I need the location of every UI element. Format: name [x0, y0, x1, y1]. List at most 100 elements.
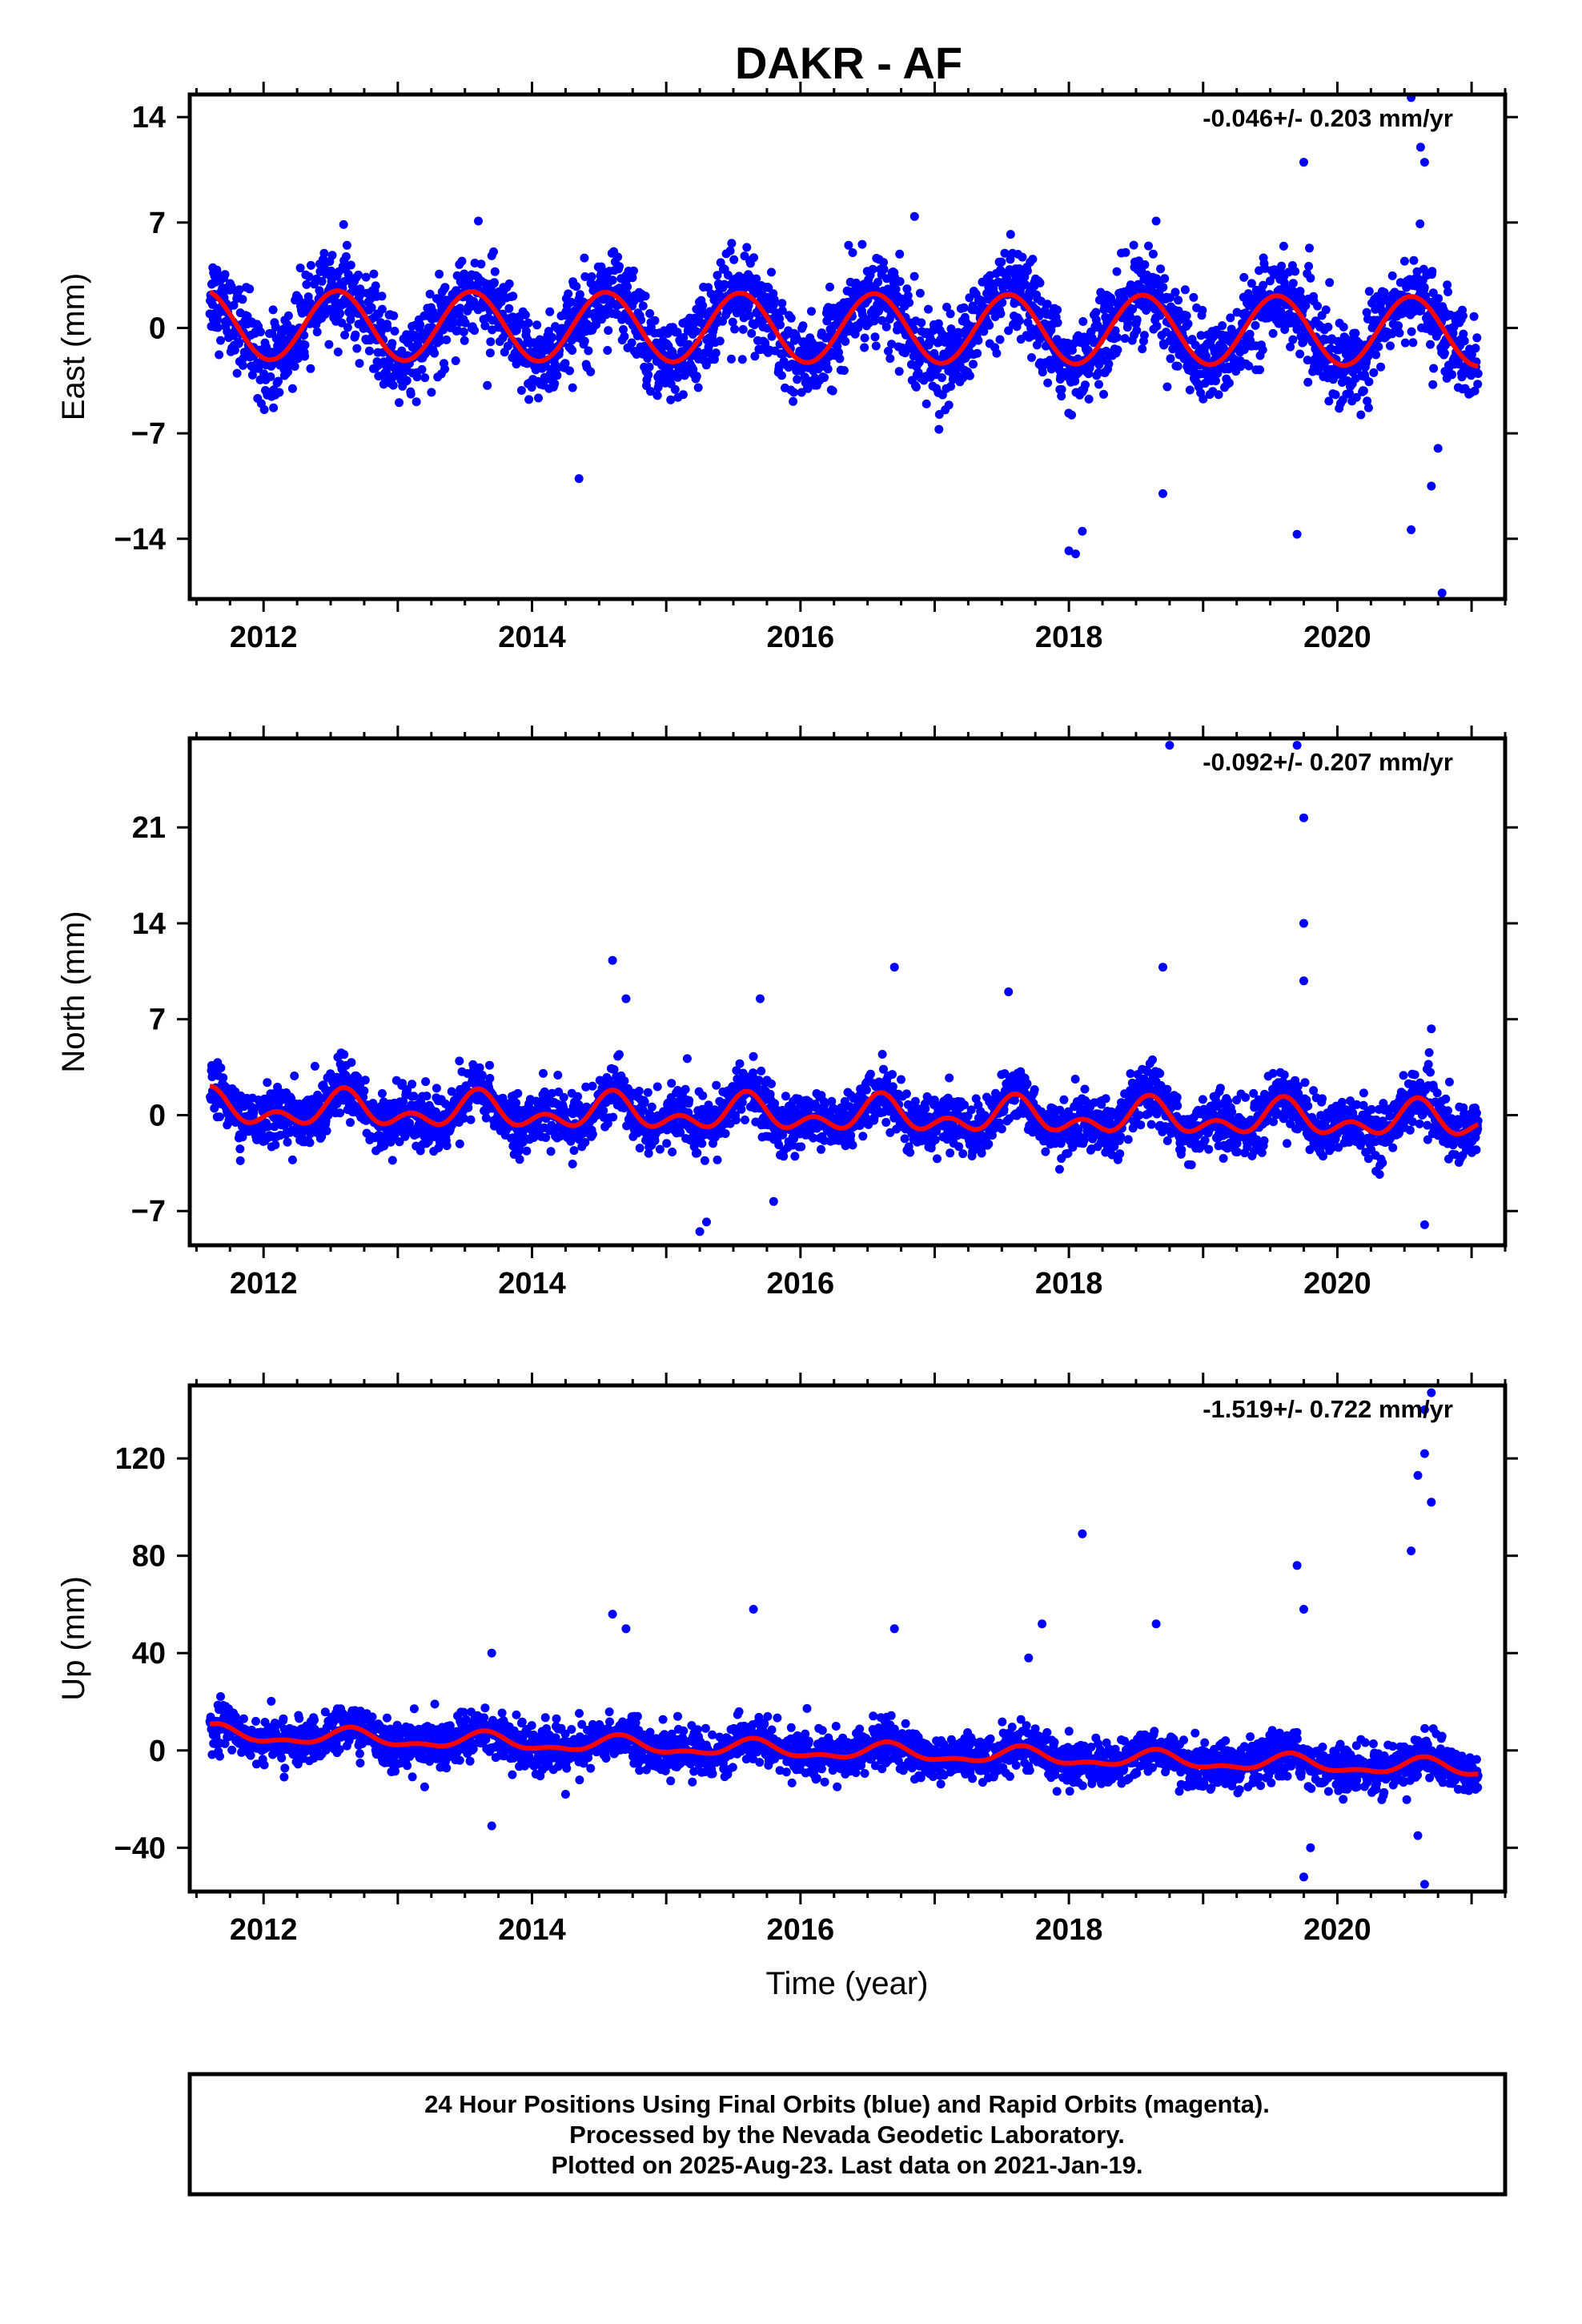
data-point	[581, 1082, 591, 1092]
data-point	[274, 376, 283, 386]
data-point	[1259, 280, 1268, 290]
data-point	[305, 1138, 315, 1148]
data-point	[573, 1092, 583, 1101]
data-point	[1113, 345, 1122, 355]
data-point	[300, 340, 310, 350]
data-point	[245, 284, 255, 294]
data-point	[534, 393, 543, 403]
outlier-point	[1433, 444, 1443, 453]
data-point	[1395, 278, 1405, 287]
data-point	[1189, 292, 1199, 302]
data-point	[1255, 365, 1264, 375]
data-point	[1313, 301, 1323, 311]
data-point	[379, 1141, 389, 1151]
data-point	[1244, 361, 1254, 371]
data-point	[215, 350, 224, 360]
data-point	[640, 1097, 649, 1107]
data-point	[1182, 311, 1191, 320]
data-point	[652, 391, 662, 400]
x-tick-label: 2012	[230, 621, 298, 654]
data-point	[712, 1080, 721, 1090]
data-point	[587, 272, 596, 281]
data-point	[455, 1139, 464, 1148]
data-point	[1429, 364, 1439, 373]
data-point	[1305, 243, 1314, 253]
data-point	[697, 1139, 707, 1148]
data-point	[271, 322, 280, 332]
data-point	[767, 1079, 776, 1088]
data-point	[486, 337, 496, 347]
data-point	[776, 320, 785, 330]
data-point	[504, 304, 514, 313]
data-point	[1399, 256, 1409, 266]
data-point	[1369, 368, 1379, 377]
data-point	[364, 346, 374, 356]
data-point	[346, 1118, 355, 1128]
data-point	[848, 248, 857, 257]
data-point	[395, 1137, 404, 1147]
data-point	[1112, 267, 1122, 276]
data-point	[504, 1099, 514, 1108]
data-point	[1155, 311, 1165, 320]
data-point	[263, 1122, 273, 1132]
data-point	[638, 301, 648, 311]
data-point	[857, 239, 867, 249]
data-point	[679, 333, 689, 342]
data-point	[725, 246, 735, 255]
outlier-point	[1299, 158, 1308, 167]
data-point	[1174, 296, 1183, 305]
data-point	[786, 313, 796, 323]
data-point	[644, 362, 654, 372]
east-fit-curve	[208, 288, 1479, 369]
data-point	[692, 372, 701, 381]
data-point	[985, 320, 994, 330]
data-point	[371, 281, 380, 291]
data-point	[546, 1147, 556, 1156]
data-point	[412, 372, 422, 382]
data-point	[512, 325, 521, 335]
data-point	[1129, 240, 1138, 250]
data-point	[647, 1102, 656, 1112]
data-point	[668, 1148, 677, 1156]
data-point	[431, 1107, 440, 1116]
data-point	[215, 1112, 224, 1122]
data-point	[1000, 248, 1010, 258]
data-point	[1363, 403, 1373, 412]
x-tick-label: 2020	[1303, 621, 1371, 654]
data-point	[232, 368, 242, 378]
data-point	[727, 239, 737, 248]
data-point	[644, 1148, 653, 1158]
data-point	[742, 243, 752, 252]
data-point	[1471, 344, 1480, 353]
data-point	[1351, 392, 1361, 402]
data-point	[628, 273, 637, 283]
data-point	[1371, 350, 1381, 360]
data-point	[1006, 230, 1015, 239]
data-point	[713, 1155, 722, 1164]
data-point	[1067, 410, 1076, 420]
data-point	[1409, 255, 1419, 265]
data-point	[1345, 388, 1354, 398]
data-point	[312, 328, 322, 336]
data-point	[1473, 369, 1483, 378]
data-point	[1226, 313, 1235, 323]
east-frame	[187, 92, 1508, 601]
data-point	[1081, 380, 1090, 390]
east-data-layer	[205, 94, 1483, 597]
data-point	[868, 264, 877, 274]
data-point	[1379, 287, 1389, 297]
data-point	[727, 354, 736, 364]
data-point	[735, 1059, 745, 1068]
data-point	[508, 292, 518, 301]
data-point	[921, 399, 931, 408]
data-point	[646, 387, 655, 396]
data-point	[1288, 335, 1298, 344]
data-point	[580, 336, 589, 346]
data-point	[1094, 380, 1103, 389]
data-point	[1304, 262, 1314, 271]
data-point	[295, 263, 305, 273]
data-point	[483, 380, 492, 390]
outlier-point	[1427, 481, 1436, 491]
data-point	[884, 347, 893, 356]
data-point	[1419, 283, 1429, 292]
